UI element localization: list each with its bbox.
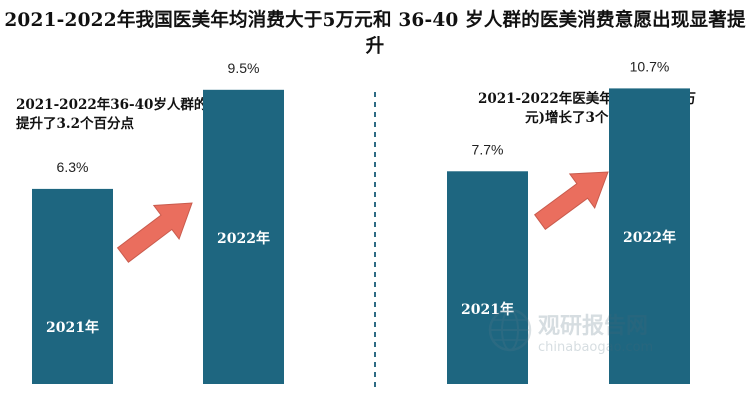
bar-left-0 [32, 188, 113, 384]
watermark-domain: chinabaogao.com [538, 340, 653, 355]
bar-right-0 [447, 171, 528, 384]
value-label: 6.3% [57, 159, 89, 175]
bar-left-1 [203, 89, 284, 384]
value-label: 10.7% [630, 58, 670, 74]
watermark-name: 观研报告网 [538, 314, 648, 339]
watermark: 观研报告网 chinabaogao.com [488, 308, 653, 355]
left-chart-title: 2021-2022年36-40岁人群的消费占比提升了3.2个百分点 [16, 97, 262, 132]
trend-arrow-icon [534, 171, 609, 231]
globe-logo-icon [488, 308, 532, 352]
page-title: 2021-2022年我国医美年均消费大于5万元和 36-40 岁人群的医美消费意… [4, 10, 746, 57]
value-label: 9.5% [228, 60, 260, 76]
category-label: 2022年 [623, 229, 676, 246]
value-label: 7.7% [472, 141, 504, 157]
category-label: 2021年 [461, 301, 514, 318]
bar-right-1 [609, 88, 690, 384]
right-chart: 7.7% 2021年 10.7% 2022年 [447, 58, 690, 384]
trend-arrow-icon [116, 202, 193, 263]
left-chart: 6.3% 2021年 9.5% 2022年 [32, 60, 284, 384]
category-label: 2021年 [46, 319, 99, 336]
category-label: 2022年 [217, 230, 270, 247]
